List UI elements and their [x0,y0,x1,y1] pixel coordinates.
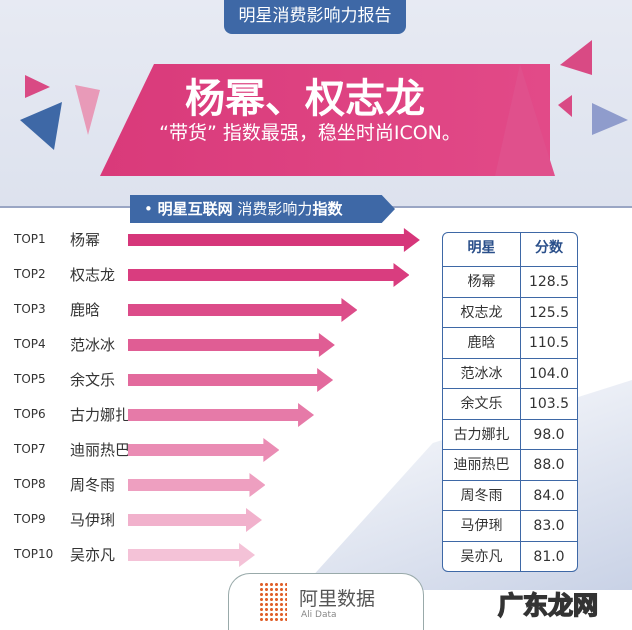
rank-label: TOP7 [14,442,46,456]
cell-star: 鹿晗 [443,328,521,358]
cell-star: 权志龙 [443,297,521,327]
value-arrow [128,368,333,392]
chart-row: TOP5 余文乐 [0,365,430,395]
rank-label: TOP9 [14,512,46,526]
table-row: 余文乐 103.5 [443,388,577,419]
star-name: 鹿晗 [70,301,101,319]
value-arrow [128,228,420,252]
header-star: 明星 [443,233,521,266]
value-arrow [128,508,262,532]
star-name: 余文乐 [70,371,116,389]
cell-score: 110.5 [528,335,570,351]
footer-logo: 阿里数据 Ali Data [228,573,424,630]
value-arrow [128,403,314,427]
rank-label: TOP8 [14,477,46,491]
cell-star: 马伊琍 [443,511,521,541]
cell-star: 范冰冰 [443,358,521,388]
section-title-normal: 消费影响力 [237,200,313,218]
cell-star: 余文乐 [443,389,521,419]
chart-row: TOP2 权志龙 [0,260,430,290]
section-title: • 明星互联网 消费影响力指数 [130,195,395,223]
headline-banner [100,64,550,176]
header-banner: 明星消费影响力报告 杨幂、权志龙 “带货” 指数最强，稳坐时尚ICON。 [0,0,632,208]
value-arrow [128,333,335,357]
value-arrow [128,543,255,567]
star-name: 古力娜扎 [70,406,131,424]
star-name: 马伊琍 [70,511,116,529]
cell-score: 88.0 [533,457,565,473]
cell-score: 81.0 [533,548,565,565]
cell-score: 104.0 [528,365,570,382]
decorative-triangles-right [558,40,628,135]
chart-row: TOP4 范冰冰 [0,330,430,360]
ali-data-logo-icon [259,582,287,622]
table-row: 鹿晗 110.5 [443,327,577,358]
chart-row: TOP1 杨幂 [0,225,430,255]
header-score: 分数 [535,240,563,256]
cell-star: 古力娜扎 [443,419,521,449]
subline: “带货” 指数最强，稳坐时尚ICON。 [159,122,461,144]
star-name: 范冰冰 [70,336,116,354]
chart-row: TOP8 周冬雨 [0,470,430,500]
cell-score: 103.5 [528,396,570,412]
table-row: 迪丽热巴 88.0 [443,449,577,480]
decorative-triangles-left [20,75,100,150]
star-name: 吴亦凡 [70,546,116,564]
star-name: 权志龙 [70,266,116,284]
score-table: 明星 分数 杨幂 128.5 权志龙 125.5 鹿晗 110.5 范冰冰 104.0 余文乐 10… [442,232,578,572]
rank-label: TOP10 [14,547,54,561]
star-name: 迪丽热巴 [70,441,131,459]
value-arrow [128,438,279,462]
value-arrow [128,263,409,287]
cell-score: 84.0 [533,487,565,504]
value-arrow [128,298,357,322]
watermark: 广东龙网 [497,590,599,621]
table-row: 吴亦凡 81.0 [443,540,577,571]
table-row: 范冰冰 104.0 [443,357,577,388]
rank-label: TOP3 [14,302,46,316]
table-row: 权志龙 125.5 [443,296,577,327]
banner-triangle [495,64,555,176]
table-header: 明星 分数 [443,233,577,266]
cell-star: 周冬雨 [443,480,521,510]
cell-score: 98.0 [533,426,565,443]
star-name: 周冬雨 [70,476,116,494]
table-row: 马伊琍 83.0 [443,510,577,541]
chart-row: TOP9 马伊琍 [0,505,430,535]
section-title-bold-2: 指数 [312,200,343,218]
brand-cn: 阿里数据 [299,588,376,610]
cell-star: 吴亦凡 [443,541,521,571]
cell-score: 83.0 [533,518,565,534]
headline: 杨幂、权志龙 [185,76,425,122]
cell-star: 杨幂 [443,267,521,297]
chart-row: TOP10 吴亦凡 [0,540,430,570]
chart-row: TOP6 古力娜扎 [0,400,430,430]
section-title-bold: 明星互联网 [157,200,233,218]
report-title: 明星消费影响力报告 [224,0,406,34]
rank-label: TOP1 [14,232,46,246]
cell-star: 迪丽热巴 [443,450,521,480]
rank-label: TOP6 [14,407,46,421]
chart-row: TOP3 鹿晗 [0,295,430,325]
table-row: 周冬雨 84.0 [443,479,577,510]
value-arrow [128,473,265,497]
rank-label: TOP4 [14,337,46,351]
table-row: 杨幂 128.5 [443,266,577,297]
table-row: 古力娜扎 98.0 [443,418,577,449]
brand-en: Ali Data [301,610,337,620]
chart-row: TOP7 迪丽热巴 [0,435,430,465]
cell-score: 125.5 [528,304,570,321]
cell-score: 128.5 [528,274,570,290]
rank-label: TOP2 [14,267,46,281]
rank-label: TOP5 [14,372,46,386]
star-name: 杨幂 [70,231,101,249]
